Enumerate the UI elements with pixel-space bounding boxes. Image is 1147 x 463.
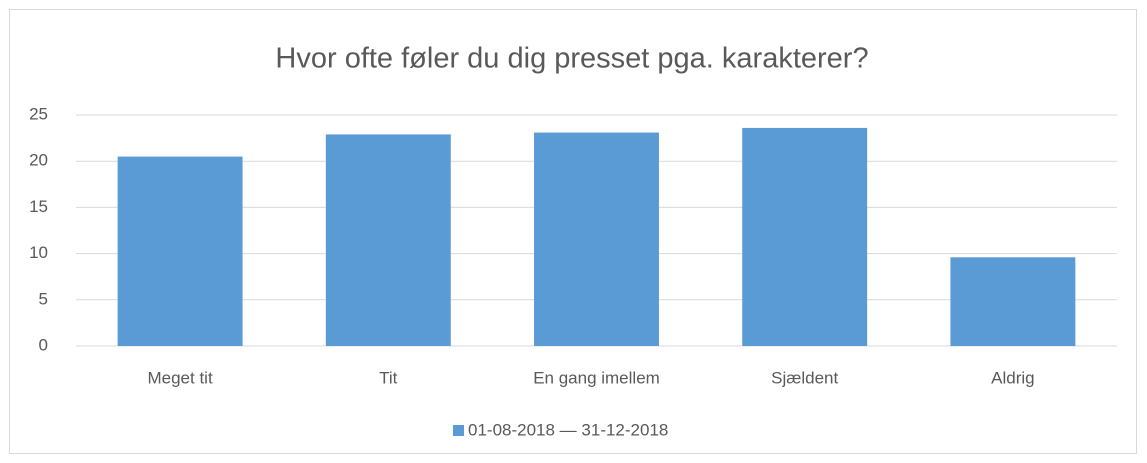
y-tick-label: 20 (29, 151, 48, 170)
x-tick-label: Sjældent (771, 368, 838, 387)
legend-label: 01-08-2018 — 31-12-2018 (468, 420, 668, 439)
chart-title: Hvor ofte føler du dig presset pga. kara… (275, 43, 868, 75)
y-tick-label: 15 (29, 197, 48, 216)
bar (950, 257, 1076, 346)
x-tick-label: Aldrig (991, 368, 1034, 387)
x-tick-label: Meget tit (147, 368, 212, 387)
bar (534, 132, 659, 346)
x-tick-label: Tit (379, 368, 398, 387)
y-tick-label: 5 (39, 289, 48, 308)
x-tick-label: En gang imellem (533, 368, 660, 387)
y-tick-label: 25 (29, 104, 48, 123)
bar (742, 127, 868, 346)
y-tick-label: 10 (29, 243, 48, 262)
bar (117, 156, 243, 346)
y-tick-label: 0 (39, 335, 48, 354)
legend-swatch (453, 425, 464, 436)
bar (325, 134, 451, 346)
